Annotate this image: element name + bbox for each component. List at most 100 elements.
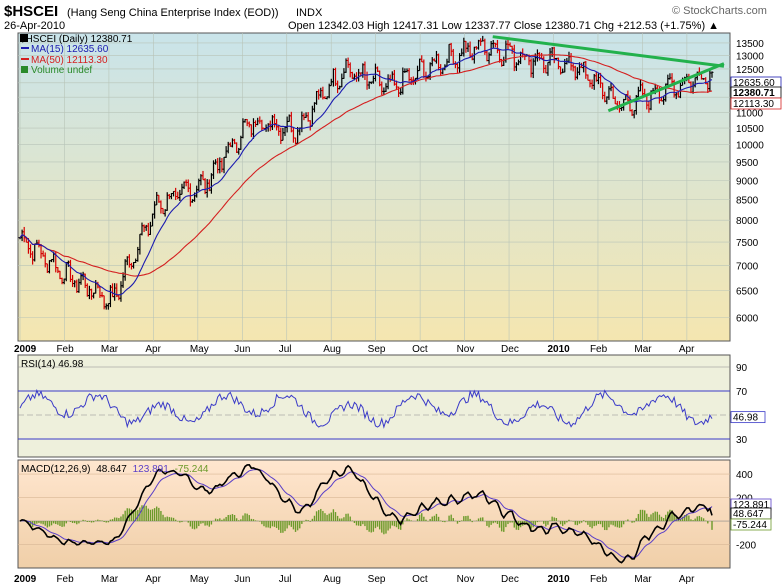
month-tick-label: Aug [323, 574, 341, 585]
month-tick-label: Apr [145, 344, 161, 355]
macd-tick-label: -200 [736, 541, 756, 552]
month-tick-label: 2010 [548, 344, 571, 355]
price-tick-label: 8500 [736, 196, 759, 207]
rsi-last-tag-text: 46.98 [733, 413, 758, 424]
month-tick-label: Oct [412, 574, 428, 585]
month-tick-label: Dec [501, 574, 519, 585]
month-tick-label: Jul [279, 344, 292, 355]
month-tick-label: Apr [145, 574, 161, 585]
price-last-tag-box [730, 97, 782, 110]
legend-price: $HSCEI (Daily) 12380.71 [20, 34, 133, 45]
price-bars [18, 35, 714, 310]
macd-last-tag: 48.647 [733, 509, 764, 520]
month-tick-label: Sep [368, 574, 386, 585]
macd-signal-line [19, 469, 713, 559]
rsi-tick-label: 90 [736, 363, 748, 374]
month-tick-label: Mar [634, 344, 652, 355]
legend-swatch-price [20, 34, 28, 42]
price-grid [18, 33, 730, 341]
price-panel-bg [17, 32, 731, 342]
month-tick-label: Mar [101, 574, 119, 585]
symbol-title: $HSCEI [4, 3, 58, 20]
macd-panel: -2000200400 MACD(12,26,9) 48.647 123.891… [17, 459, 772, 569]
month-tick-label: May [190, 344, 209, 355]
price-legend: $HSCEI (Daily) 12380.71 MA(15) 12635.60 … [20, 34, 133, 76]
month-tick-label: Aug [323, 344, 341, 355]
month-tick-label: Mar [101, 344, 119, 355]
price-tick-label: 10500 [736, 124, 764, 135]
macd-histogram [21, 505, 713, 535]
price-tick-label: 13000 [736, 52, 764, 63]
price-last-tag: 12113.30 [733, 99, 774, 110]
month-tick-label: Nov [457, 344, 475, 355]
symbol-name: (Hang Seng China Enterprise Index (EOD)) [67, 7, 279, 19]
rsi-title: RSI(14) 46.98 [21, 359, 84, 370]
month-axis-bottom: 2009 Feb Mar Apr May Jun Jul Aug Sep Oct Nov Dec 201… [14, 574, 695, 585]
rsi-last-tag-box [730, 411, 766, 424]
ma50-line [19, 53, 713, 277]
legend-volume: Volume undef [31, 65, 92, 76]
price-last-tag: 12635.60 [733, 78, 775, 89]
month-tick-label: Feb [590, 574, 608, 585]
date-label: 26-Apr-2010 [4, 20, 65, 32]
price-tick-label: 11000 [736, 108, 764, 119]
price-tick-label: 6500 [736, 287, 759, 298]
support-trendline [607, 62, 725, 113]
macd-last-tag-box [730, 518, 772, 531]
month-tick-label: 2009 [14, 344, 37, 355]
month-tick-label: Apr [679, 574, 695, 585]
legend-ma50: MA(50) 12113.30 [31, 55, 108, 66]
macd-title-signal: 123.891 [133, 464, 170, 475]
rsi-tick-label: 30 [736, 435, 748, 446]
macd-title-value: 48.647 [96, 464, 127, 475]
ma15-line [19, 47, 713, 296]
legend-ma15: MA(15) 12635.60 [31, 44, 109, 55]
macd-last-tag: -75.244 [733, 520, 767, 531]
resistance-trendline [492, 35, 725, 68]
price-tick-label: 8000 [736, 216, 759, 227]
price-tick-label: 13500 [736, 39, 764, 50]
month-tick-label: Feb [56, 344, 74, 355]
price-tick-label: 9500 [736, 158, 759, 169]
ohlc-readout: Open 12342.03 High 12417.31 Low 12337.77… [288, 20, 719, 32]
macd-panel-bg [17, 459, 731, 569]
price-panel: 6000 6500 7000 7500 8000 8500 9000 9500 10000 105… [17, 32, 782, 342]
month-tick-label: Jul [279, 574, 292, 585]
month-tick-label: Sep [368, 344, 386, 355]
rsi-panel-bg [17, 354, 731, 458]
rsi-line [19, 388, 713, 429]
month-tick-label: Jun [234, 574, 250, 585]
month-tick-label: Jun [234, 344, 250, 355]
month-tick-label: Mar [634, 574, 652, 585]
price-last-tag: 12380.71 [733, 88, 775, 99]
month-tick-label: Nov [457, 574, 475, 585]
macd-last-tag: 123.891 [733, 500, 770, 511]
price-tick-label: 9000 [736, 176, 759, 187]
price-tick-label: 7500 [736, 238, 759, 249]
legend-swatch-volume [21, 66, 28, 73]
exchange-label: INDX [296, 7, 323, 19]
rsi-axis: 30507090 [736, 363, 748, 446]
macd-title: MACD(12,26,9) 48.647 123.891 -75.244 [21, 464, 209, 475]
month-tick-label: Oct [412, 344, 428, 355]
rsi-panel: 30507090 RSI(14) 46.98 46.98 [17, 354, 766, 458]
month-tick-label: Feb [590, 344, 608, 355]
macd-title-hist: -75.244 [175, 464, 209, 475]
rsi-last-tag: 46.98 [730, 411, 766, 424]
rsi-tick-label: 70 [736, 387, 748, 398]
price-tick-label: 6000 [736, 314, 759, 325]
price-tick-label: 12500 [736, 65, 764, 76]
month-tick-label: Apr [679, 344, 695, 355]
watermark: © StockCharts.com [672, 5, 767, 17]
macd-line [19, 464, 713, 564]
month-tick-label: May [190, 574, 209, 585]
month-tick-label: Dec [501, 344, 519, 355]
macd-tick-label: 400 [736, 470, 753, 481]
month-tick-label: 2010 [548, 574, 571, 585]
month-tick-label: Feb [56, 574, 74, 585]
price-tick-label: 10000 [736, 141, 764, 152]
rsi-grid [18, 366, 730, 440]
